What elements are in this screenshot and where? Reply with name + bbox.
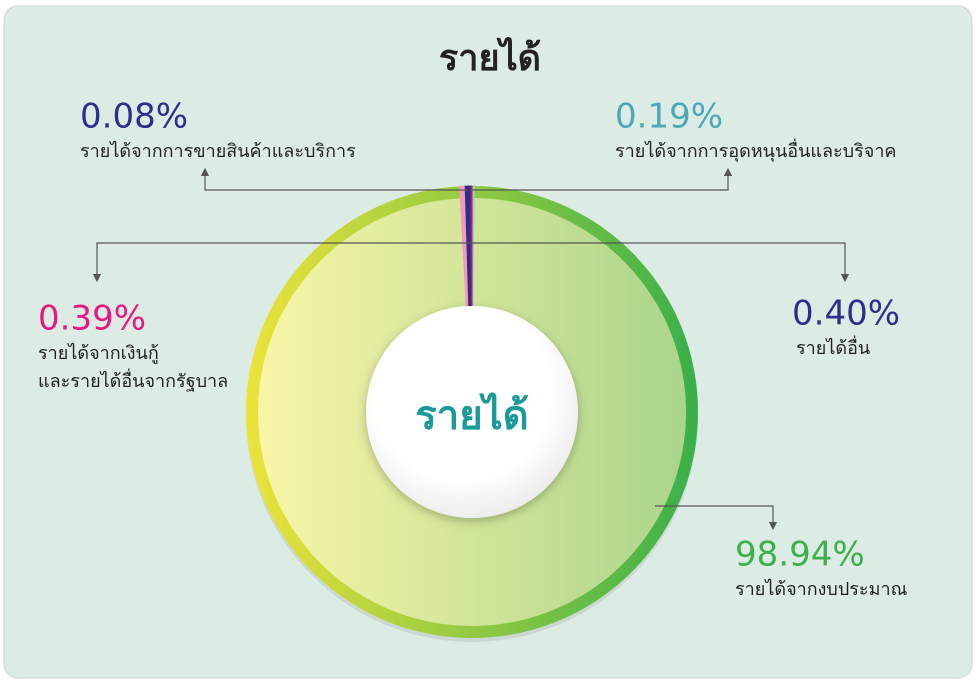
category-label: รายได้จากการขายสินค้าและบริการ bbox=[80, 140, 356, 162]
leaders bbox=[92, 167, 850, 531]
donut: รายได้ bbox=[246, 185, 699, 642]
category-label: และรายได้อื่นจากรัฐบาล bbox=[38, 368, 228, 392]
category-label: รายได้อื่น bbox=[796, 335, 870, 359]
value-label: 0.19% bbox=[615, 97, 723, 137]
category-label: รายได้จากเงินกู้ bbox=[38, 342, 159, 364]
labels: 0.19%รายได้จากการอุดหนุนอื่นและบริจาค 98.… bbox=[38, 97, 907, 601]
value-label: 98.94% bbox=[735, 535, 865, 575]
value-label: 0.39% bbox=[38, 299, 146, 339]
title: รายได้ bbox=[439, 36, 541, 79]
category-label: รายได้จากการอุดหนุนอื่นและบริจาค bbox=[615, 138, 896, 162]
value-label: 0.40% bbox=[792, 294, 900, 334]
center-label: รายได้ bbox=[415, 392, 528, 439]
slice-rim bbox=[246, 186, 698, 638]
value-label: 0.08% bbox=[80, 97, 188, 137]
donut-hole bbox=[366, 306, 578, 518]
category-label: รายได้จากงบประมาณ bbox=[735, 578, 907, 600]
